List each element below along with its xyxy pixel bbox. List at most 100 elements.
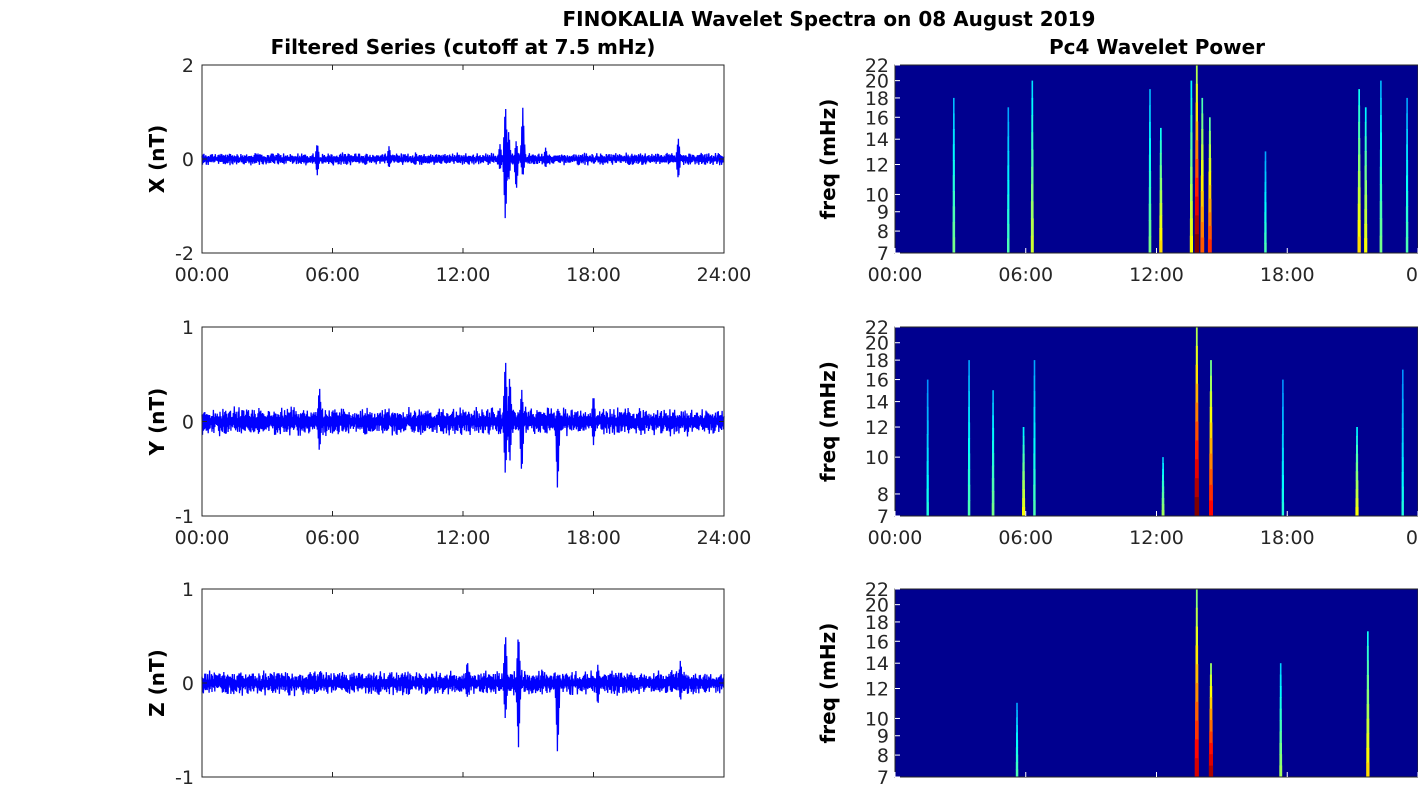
power-burst xyxy=(1195,140,1199,160)
y-tick-label: 16 xyxy=(865,631,889,653)
x-tick-label: 06:00 xyxy=(305,264,360,286)
x-tick-label: 00:00 xyxy=(175,527,230,549)
power-burst xyxy=(1367,631,1369,647)
power-burst xyxy=(1366,675,1369,691)
power-burst xyxy=(1159,140,1162,154)
y-tick-label: 8 xyxy=(877,221,889,243)
power-burst xyxy=(1022,507,1026,517)
power-burst xyxy=(1200,206,1204,223)
power-burst xyxy=(1264,212,1267,223)
power-burst xyxy=(1190,132,1193,151)
power-burst xyxy=(1364,238,1368,254)
power-burst xyxy=(1159,177,1163,191)
series-line xyxy=(201,637,725,752)
power-burst xyxy=(1209,697,1213,710)
power-burst xyxy=(1200,222,1204,238)
power-burst xyxy=(1364,136,1367,152)
power-burst xyxy=(1401,398,1404,414)
power-burst xyxy=(1194,739,1199,759)
power-burst xyxy=(1209,484,1213,501)
power-burst xyxy=(1279,731,1282,744)
power-burst xyxy=(1364,151,1367,167)
power-burst xyxy=(952,160,955,176)
y-axis-label: Z (nT) xyxy=(145,649,169,717)
power-burst xyxy=(1379,218,1383,237)
power-burst xyxy=(1401,486,1404,502)
y-tick-label: 7 xyxy=(877,243,889,265)
power-burst xyxy=(1190,149,1193,168)
power-burst xyxy=(1366,689,1370,705)
power-burst xyxy=(1016,710,1018,719)
power-burst xyxy=(1264,232,1267,244)
power-burst xyxy=(1195,383,1199,404)
power-burst xyxy=(1015,762,1019,771)
y-tick-label: 16 xyxy=(865,370,889,392)
y-tick-label: 0 xyxy=(182,149,194,171)
power-burst xyxy=(1364,121,1367,137)
timeseries-panel-2: -1 0 1 Z (nT) xyxy=(145,579,725,788)
power-burst xyxy=(1366,718,1370,734)
y-tick-label: 20 xyxy=(865,71,889,93)
power-burst xyxy=(1355,489,1359,499)
power-burst xyxy=(1200,175,1204,192)
power-burst xyxy=(1007,107,1010,123)
power-burst xyxy=(1406,113,1408,130)
power-burst xyxy=(1355,507,1359,517)
y-tick-label: 20 xyxy=(865,595,889,617)
power-burst xyxy=(1031,184,1034,202)
y-tick-label: 2 xyxy=(182,55,194,77)
power-burst xyxy=(1161,492,1165,499)
power-burst xyxy=(1406,97,1408,114)
power-burst xyxy=(1007,151,1010,167)
power-burst xyxy=(1401,384,1404,400)
power-burst xyxy=(1380,80,1382,99)
power-burst xyxy=(1366,660,1369,676)
power-burst xyxy=(1357,220,1361,238)
power-burst xyxy=(968,406,970,423)
power-burst xyxy=(1209,708,1213,721)
power-burst xyxy=(991,503,995,517)
power-burst xyxy=(1201,113,1204,130)
power-burst xyxy=(1355,498,1359,508)
power-burst xyxy=(968,422,971,439)
power-burst xyxy=(1022,498,1026,508)
power-burst xyxy=(1148,171,1152,188)
power-burst xyxy=(1356,435,1358,446)
power-burst xyxy=(1195,589,1198,609)
power-burst xyxy=(926,420,929,435)
timeseries-panel-1: -1 0 1 00:00 06:00 12:00 18:00 24:00 Y (nT) xyxy=(145,317,751,549)
power-burst xyxy=(1366,762,1370,778)
power-burst xyxy=(1366,733,1370,749)
left-column-title: Filtered Series (cutoff at 7.5 mHz) xyxy=(271,35,656,59)
power-burst xyxy=(1016,725,1018,733)
y-axis-label: freq (mHz) xyxy=(816,361,840,482)
power-burst xyxy=(1007,209,1010,225)
power-burst xyxy=(1364,165,1367,181)
power-burst xyxy=(1148,187,1152,205)
power-burst xyxy=(953,113,955,130)
power-burst xyxy=(968,375,970,392)
power-burst xyxy=(968,360,970,377)
power-burst xyxy=(1402,369,1404,385)
y-tick-label: 16 xyxy=(865,107,889,129)
y-axis-label: freq (mHz) xyxy=(816,623,840,744)
x-tick-label: 12:00 xyxy=(436,527,491,549)
power-burst xyxy=(1162,468,1164,476)
power-burst xyxy=(1162,474,1164,482)
power-burst xyxy=(1015,747,1019,756)
x-tick-label: 12:00 xyxy=(1129,527,1184,549)
x-tick-label: 06:00 xyxy=(998,527,1053,549)
power-burst xyxy=(1356,444,1358,455)
power-burst xyxy=(1358,154,1361,172)
power-burst xyxy=(1190,201,1193,219)
power-burst xyxy=(1201,129,1204,145)
right-column-title: Pc4 Wavelet Power xyxy=(1049,35,1265,59)
power-burst xyxy=(1282,393,1284,408)
y-tick-label: 10 xyxy=(865,447,889,469)
power-burst xyxy=(967,500,971,517)
power-burst xyxy=(1406,160,1409,176)
power-burst xyxy=(1210,375,1212,392)
power-burst xyxy=(1281,447,1284,462)
x-tick-label: 24:00 xyxy=(697,264,752,286)
power-burst xyxy=(1357,187,1361,205)
